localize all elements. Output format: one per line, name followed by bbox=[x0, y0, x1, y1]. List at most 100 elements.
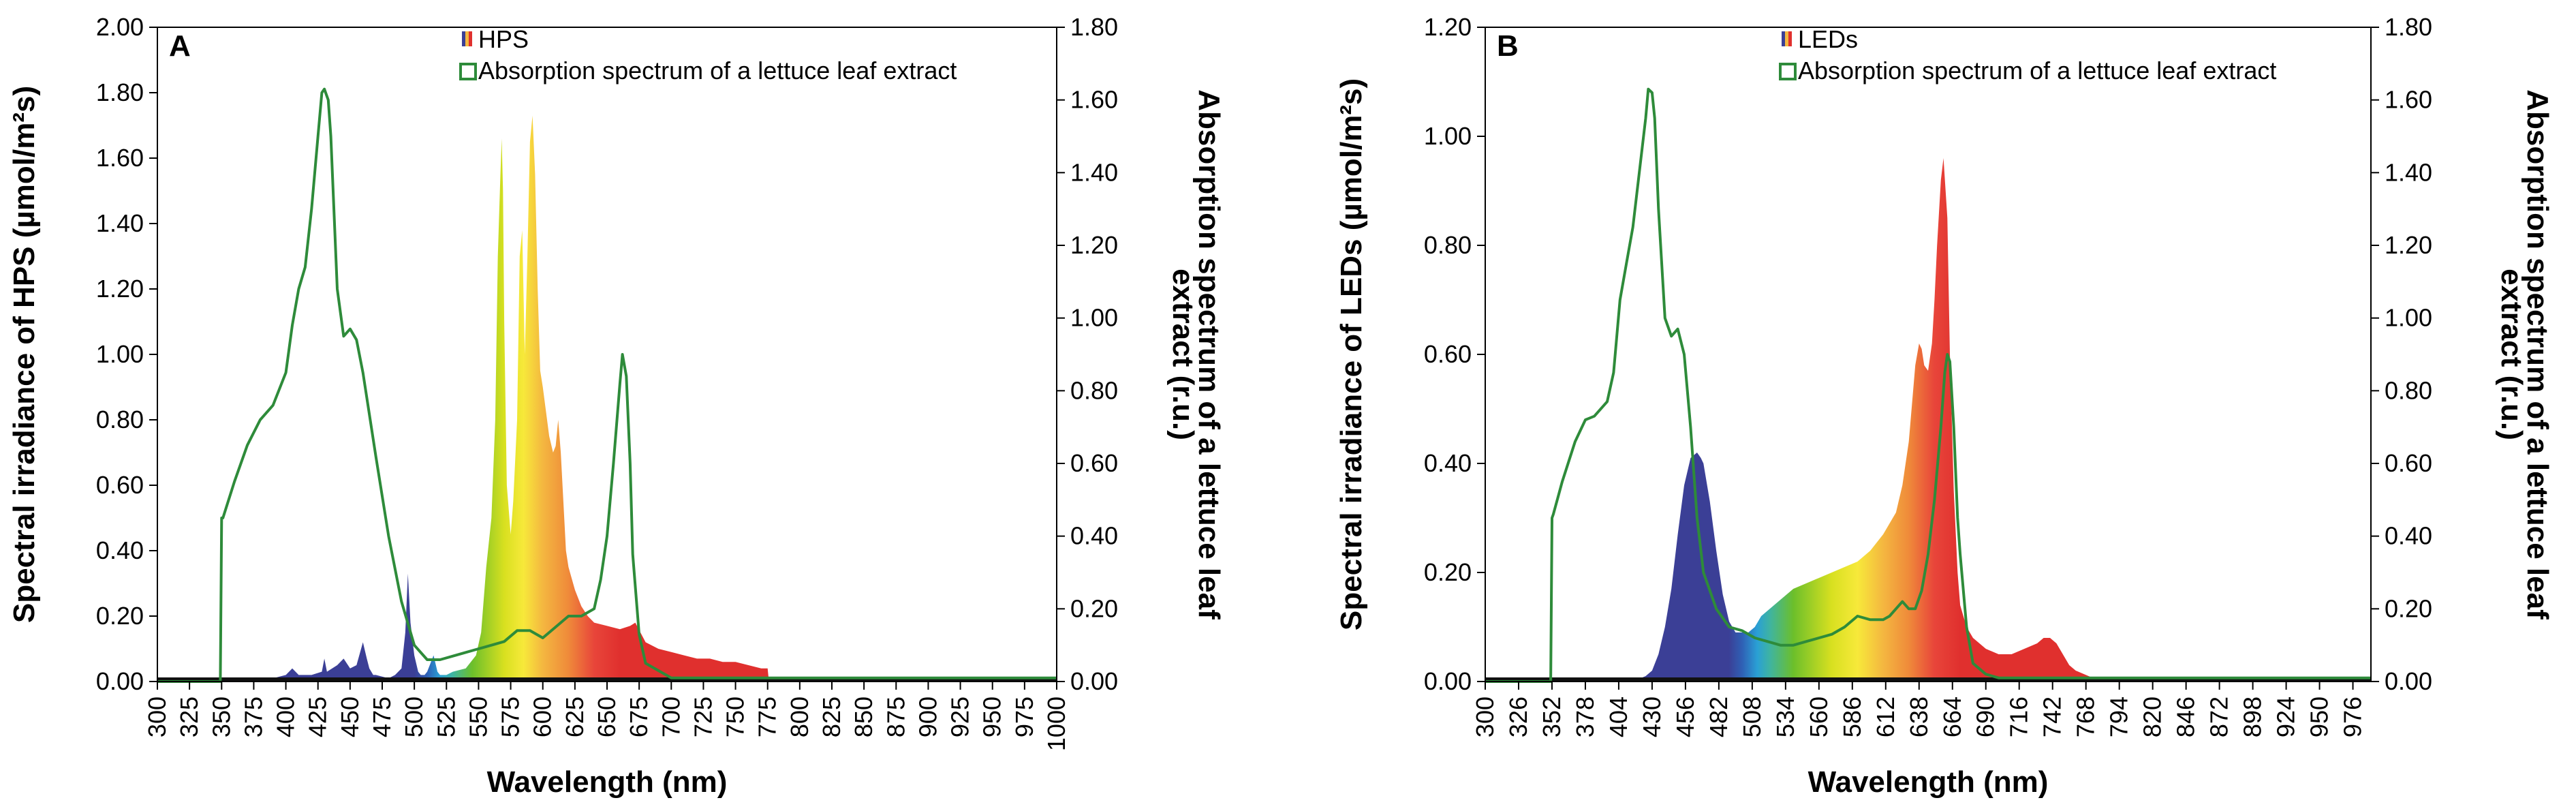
y-tick-label: 0.40 bbox=[96, 536, 144, 564]
x-tick-label: 820 bbox=[2139, 697, 2167, 737]
x-tick-label: 612 bbox=[1872, 697, 1899, 737]
x-tick-label: 850 bbox=[850, 697, 878, 737]
x-tick-label: 508 bbox=[1738, 697, 1766, 737]
x-tick-label: 326 bbox=[1504, 697, 1532, 737]
chart-panel-b: 300 326 352 378 404 430 456 482 508 534 560 586 612 6… bbox=[1335, 13, 2554, 799]
x-tick-label: 560 bbox=[1805, 697, 1833, 737]
y-tick-label: 1.60 bbox=[96, 144, 144, 172]
y-tick-label: 1.00 bbox=[96, 340, 144, 368]
x-tick-label: 900 bbox=[914, 697, 942, 737]
panel-letter: B bbox=[1497, 29, 1519, 63]
panel-letter: A bbox=[169, 29, 191, 63]
baseline-band bbox=[157, 677, 1057, 682]
x-tick-label: 1000 bbox=[1042, 697, 1070, 751]
legend-swatch-stripe bbox=[1785, 31, 1788, 46]
plot-frame bbox=[157, 27, 1057, 682]
y-tick-label: 1.40 bbox=[96, 209, 144, 237]
x-tick-label: 700 bbox=[657, 697, 685, 737]
y2-tick-label: 1.00 bbox=[2385, 304, 2432, 332]
x-tick-label: 525 bbox=[432, 697, 460, 737]
x-tick-label: 650 bbox=[593, 697, 621, 737]
y2-tick-label: 1.40 bbox=[1070, 158, 1118, 186]
y-axis-title: Spectral irradiance of LEDs (µmol/m²s) bbox=[1335, 78, 1368, 630]
legend-swatch-spectrum bbox=[462, 31, 472, 46]
absorption-line bbox=[157, 87, 1057, 683]
x-tick-label: 600 bbox=[529, 697, 557, 737]
x-tick-label: 664 bbox=[1938, 697, 1966, 737]
x-tick-label: 775 bbox=[754, 697, 781, 737]
x-tick-label: 898 bbox=[2239, 697, 2267, 737]
x-tick-label: 825 bbox=[818, 697, 845, 737]
y-tick-label: 0.20 bbox=[1424, 558, 1472, 586]
y2-tick-label: 1.80 bbox=[1070, 13, 1118, 41]
x-tick-label: 404 bbox=[1604, 697, 1632, 737]
spectral-irradiance-area bbox=[157, 115, 1057, 682]
y-tick-label: 1.20 bbox=[1424, 13, 1472, 41]
x-tick-label: 325 bbox=[175, 697, 203, 737]
legend-swatch-stripe bbox=[462, 31, 465, 46]
x-tick-label: 450 bbox=[336, 697, 364, 737]
x-axis-title: Wavelength (nm) bbox=[487, 765, 728, 799]
legend-label-absorption: Absorption spectrum of a lettuce leaf ex… bbox=[478, 57, 957, 85]
y2-tick-label: 0.40 bbox=[1070, 522, 1118, 550]
x-tick-label: 846 bbox=[2172, 697, 2200, 737]
legend-swatch-stripe bbox=[1782, 31, 1785, 46]
x-tick-label: 475 bbox=[368, 697, 396, 737]
legend-swatch-stripe bbox=[469, 31, 472, 46]
x-tick-label: 550 bbox=[464, 697, 492, 737]
spectral-irradiance-area bbox=[1485, 158, 2371, 682]
y2-tick-label: 0.20 bbox=[1070, 594, 1118, 622]
y-tick-label: 1.20 bbox=[96, 275, 144, 303]
y-tick-label: 0.40 bbox=[1424, 449, 1472, 477]
legend-swatch-spectrum bbox=[1782, 31, 1792, 46]
x-tick-label: 575 bbox=[497, 697, 525, 737]
x-tick-label: 625 bbox=[561, 697, 589, 737]
x-tick-label: 425 bbox=[304, 697, 332, 737]
x-tick-label: 950 bbox=[2306, 697, 2333, 737]
x-tick-label: 534 bbox=[1771, 697, 1799, 737]
y-tick-label: 0.00 bbox=[1424, 667, 1472, 695]
x-tick-label: 716 bbox=[2005, 697, 2033, 737]
absorption-line bbox=[1485, 87, 2371, 683]
x-tick-label: 482 bbox=[1705, 697, 1733, 737]
x-tick-label: 300 bbox=[1471, 697, 1499, 737]
x-tick-label: 872 bbox=[2205, 697, 2233, 737]
y2-tick-label: 0.40 bbox=[2385, 522, 2432, 550]
y2-tick-label: 1.40 bbox=[2385, 158, 2432, 186]
y-tick-label: 1.80 bbox=[96, 78, 144, 106]
y2-axis-title-line2: extract (r.u.) bbox=[2495, 269, 2528, 440]
baseline-band bbox=[1485, 677, 2371, 682]
y-tick-label: 0.80 bbox=[96, 406, 144, 433]
y2-tick-label: 0.00 bbox=[1070, 667, 1118, 695]
y2-axis-title-line2: extract (r.u.) bbox=[1166, 269, 1200, 440]
y2-axis-title-line1: Absorption spectrum of a lettuce leaf bbox=[2521, 89, 2554, 619]
legend-label-irradiance: LEDs bbox=[1798, 25, 1858, 53]
x-tick-label: 638 bbox=[1905, 697, 1933, 737]
x-tick-label: 400 bbox=[272, 697, 300, 737]
chart-panel-a: 300 325 350 375 400 425 450 475 500 525 550 575 600 6… bbox=[7, 13, 1226, 799]
x-tick-label: 378 bbox=[1571, 697, 1599, 737]
x-tick-label: 675 bbox=[625, 697, 653, 737]
x-tick-label: 352 bbox=[1538, 697, 1566, 737]
y2-tick-label: 1.60 bbox=[2385, 86, 2432, 114]
x-tick-label: 375 bbox=[239, 697, 267, 737]
x-tick-label: 500 bbox=[400, 697, 428, 737]
legend-swatch-stripe bbox=[1788, 31, 1792, 46]
y-tick-label: 2.00 bbox=[96, 13, 144, 41]
legend-swatch-absorption bbox=[1779, 63, 1797, 80]
x-tick-label: 925 bbox=[946, 697, 974, 737]
y-axis-title: Spectral irradiance of HPS (µmol/m²s) bbox=[7, 86, 41, 623]
x-axis-title: Wavelength (nm) bbox=[1808, 765, 2049, 799]
y2-tick-label: 0.60 bbox=[1070, 449, 1118, 477]
x-tick-label: 300 bbox=[143, 697, 171, 737]
y2-tick-label: 1.60 bbox=[1070, 86, 1118, 114]
y2-tick-label: 1.20 bbox=[1070, 231, 1118, 259]
x-tick-label: 750 bbox=[721, 697, 749, 737]
x-tick-label: 975 bbox=[1010, 697, 1038, 737]
x-tick-label: 950 bbox=[978, 697, 1006, 737]
y-tick-label: 0.60 bbox=[1424, 340, 1472, 368]
x-tick-label: 725 bbox=[689, 697, 717, 737]
y2-tick-label: 0.20 bbox=[2385, 594, 2432, 622]
x-tick-label: 456 bbox=[1671, 697, 1699, 737]
